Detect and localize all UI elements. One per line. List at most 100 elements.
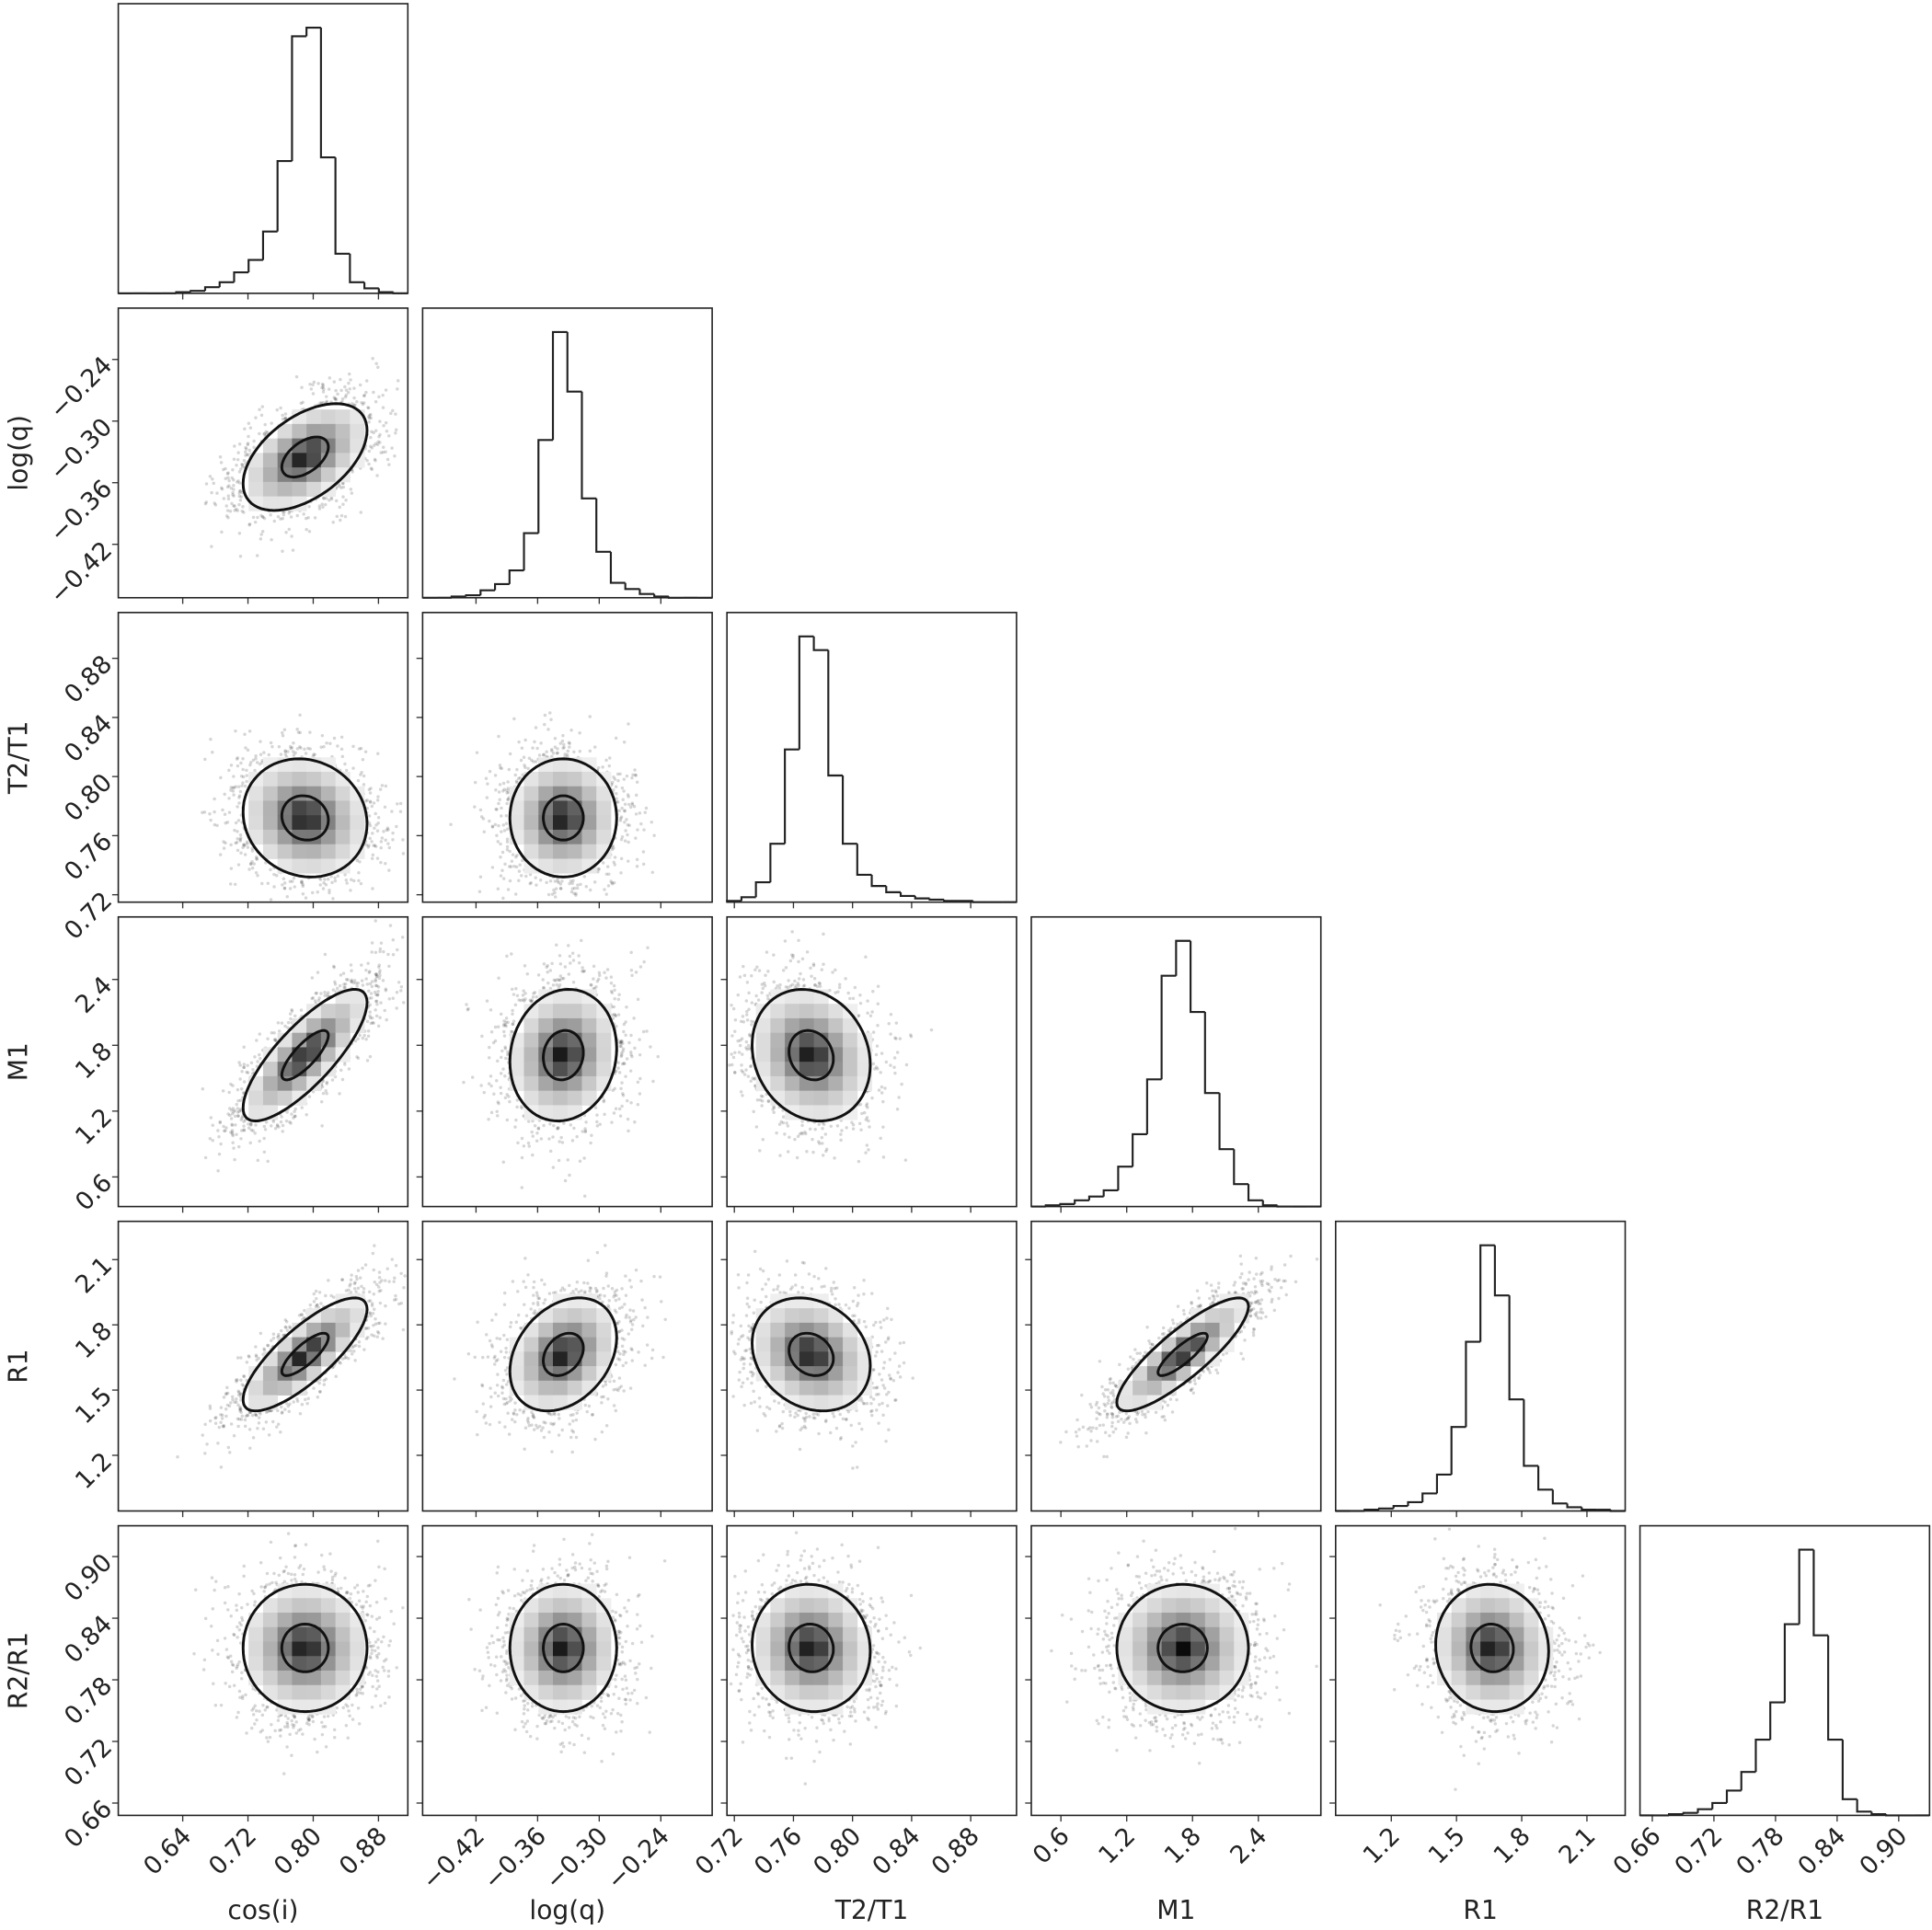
sample-point bbox=[375, 1539, 380, 1544]
sample-point bbox=[300, 1580, 304, 1584]
sample-point bbox=[623, 821, 627, 824]
sample-point bbox=[783, 939, 788, 943]
density-cell bbox=[306, 1626, 322, 1642]
sample-point bbox=[353, 1359, 357, 1362]
density-cell bbox=[828, 1308, 844, 1324]
sample-point bbox=[1251, 1333, 1256, 1338]
sample-point bbox=[780, 1421, 784, 1426]
sample-point bbox=[391, 938, 396, 942]
density-cell bbox=[320, 1598, 337, 1614]
sample-point bbox=[635, 780, 639, 785]
density-cell bbox=[262, 1626, 279, 1642]
sample-point bbox=[243, 1424, 247, 1429]
sample-point bbox=[824, 1419, 828, 1422]
sample-point bbox=[845, 1417, 848, 1421]
sample-point bbox=[753, 1249, 757, 1254]
density-cell bbox=[335, 1322, 351, 1338]
density-cell bbox=[567, 1293, 582, 1309]
sample-point bbox=[493, 1025, 498, 1029]
sample-point bbox=[307, 1718, 312, 1722]
sample-point bbox=[293, 1114, 297, 1119]
sample-point bbox=[623, 1303, 627, 1306]
histogram-bin bbox=[1160, 974, 1177, 1080]
sample-point bbox=[232, 1146, 236, 1150]
sample-point bbox=[376, 1024, 381, 1028]
sample-point bbox=[745, 1013, 749, 1017]
sample-point bbox=[753, 968, 757, 971]
sample-point bbox=[548, 969, 553, 972]
sample-point bbox=[1126, 1417, 1130, 1420]
sample-point bbox=[505, 1673, 509, 1677]
sample-point bbox=[642, 828, 646, 832]
sample-point bbox=[1202, 1370, 1205, 1373]
sample-point bbox=[616, 1636, 620, 1640]
sample-point bbox=[604, 892, 608, 896]
sample-point bbox=[866, 999, 869, 1003]
y-tick-label: 1.2 bbox=[70, 1447, 118, 1495]
sample-point bbox=[223, 1585, 227, 1590]
sample-point bbox=[230, 1112, 235, 1116]
sample-point bbox=[368, 1626, 373, 1630]
sample-point bbox=[253, 768, 257, 773]
sample-point bbox=[487, 1082, 491, 1086]
density-cell bbox=[292, 1032, 307, 1048]
sample-point bbox=[229, 1117, 234, 1120]
sample-point bbox=[786, 1124, 790, 1128]
sample-point bbox=[279, 1120, 283, 1124]
sample-point bbox=[231, 1141, 235, 1144]
sample-point bbox=[816, 1413, 821, 1417]
sample-point bbox=[629, 950, 633, 955]
sample-point bbox=[1105, 1412, 1110, 1417]
density-cell bbox=[1161, 1351, 1177, 1367]
sample-point bbox=[370, 1706, 374, 1709]
sample-point bbox=[510, 1397, 513, 1401]
sample-point bbox=[1147, 1338, 1151, 1343]
sample-point bbox=[730, 1332, 733, 1336]
sample-point bbox=[344, 768, 349, 773]
sample-point bbox=[368, 1003, 373, 1007]
sample-point bbox=[265, 1583, 269, 1587]
sample-point bbox=[376, 985, 381, 989]
sample-point bbox=[484, 1421, 489, 1425]
sample-point bbox=[334, 1571, 338, 1575]
sample-point bbox=[1113, 1384, 1118, 1388]
sample-point bbox=[860, 1399, 864, 1403]
sample-point bbox=[883, 1086, 887, 1090]
sample-point bbox=[553, 1412, 557, 1417]
y-tick-label: 0.6 bbox=[70, 1168, 118, 1216]
sample-point bbox=[238, 1108, 243, 1111]
sample-point bbox=[1089, 1439, 1093, 1442]
sample-point bbox=[236, 451, 240, 454]
sample-point bbox=[881, 1366, 886, 1370]
sample-point bbox=[799, 1131, 804, 1135]
density-cell bbox=[567, 1308, 582, 1324]
sample-point bbox=[1256, 1316, 1260, 1320]
sample-point bbox=[236, 756, 239, 760]
sample-point bbox=[341, 971, 346, 975]
sample-point bbox=[223, 1637, 227, 1640]
sample-point bbox=[1196, 1304, 1200, 1308]
sample-point bbox=[398, 810, 403, 813]
sample-point bbox=[589, 1715, 592, 1719]
sample-point bbox=[352, 1344, 356, 1349]
sample-point bbox=[213, 1421, 218, 1425]
sample-point bbox=[750, 1023, 753, 1027]
sample-point bbox=[224, 1392, 228, 1396]
sample-point bbox=[585, 1409, 589, 1414]
sample-point bbox=[368, 1603, 373, 1608]
density-cell bbox=[567, 771, 582, 787]
sample-point bbox=[620, 1287, 624, 1291]
sample-point bbox=[211, 750, 214, 754]
density-cell bbox=[581, 1337, 597, 1352]
sample-point bbox=[752, 1322, 755, 1327]
scatter-panel: 0.64 0.72 0.80 0.880.660.720.780.840.90 bbox=[59, 1524, 409, 1881]
sample-point bbox=[192, 1651, 196, 1656]
sample-point bbox=[259, 1412, 262, 1416]
density-cell bbox=[567, 1337, 582, 1352]
sample-point bbox=[588, 1286, 592, 1290]
sample-point bbox=[332, 1728, 337, 1732]
sample-point bbox=[247, 1428, 252, 1431]
sample-point bbox=[877, 1421, 880, 1425]
sample-point bbox=[601, 1300, 604, 1304]
sample-point bbox=[563, 1178, 568, 1183]
